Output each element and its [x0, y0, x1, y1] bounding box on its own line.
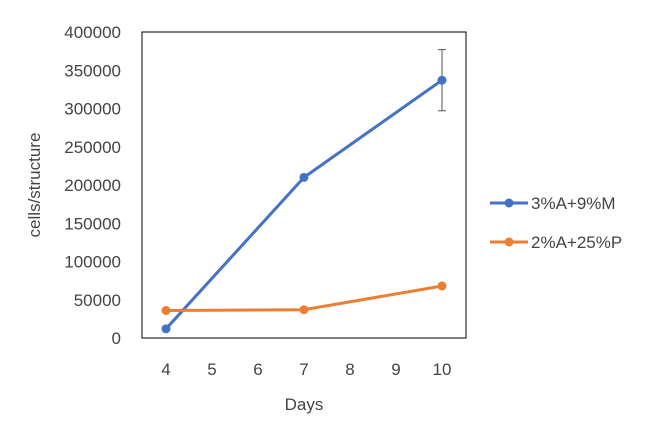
series-1 — [161, 49, 447, 334]
plot-area-frame — [141, 31, 467, 339]
data-point — [299, 305, 309, 315]
y-tick-label: 400000 — [64, 23, 121, 42]
y-tick-label: 50000 — [74, 291, 121, 310]
x-tick-label: 4 — [161, 360, 170, 379]
y-axis-title: cells/structure — [25, 133, 44, 238]
data-point — [437, 75, 447, 85]
legend-item: 2%A+25%P — [490, 233, 622, 252]
y-axis-ticks: 0 50000 100000 150000 200000 250000 300000 3500… — [64, 23, 121, 348]
y-tick-label: 0 — [112, 329, 121, 348]
series-line — [164, 78, 444, 331]
x-tick-label: 10 — [433, 360, 452, 379]
legend-label: 2%A+25%P — [531, 233, 622, 252]
x-axis-ticks: 4 5 6 7 8 9 10 — [161, 360, 451, 379]
data-point — [161, 305, 171, 315]
y-tick-label: 300000 — [64, 100, 121, 119]
y-tick-label: 250000 — [64, 138, 121, 157]
data-point — [299, 172, 309, 182]
x-tick-label: 9 — [391, 360, 400, 379]
y-tick-label: 100000 — [64, 253, 121, 272]
x-tick-label: 6 — [253, 360, 262, 379]
data-point — [161, 324, 171, 334]
series-layer — [161, 49, 447, 334]
y-tick-label: 200000 — [64, 176, 121, 195]
x-axis-title: Days — [285, 395, 324, 414]
legend-label: 3%A+9%M — [531, 194, 616, 213]
data-point — [437, 281, 447, 291]
y-tick-label: 350000 — [64, 61, 121, 80]
y-tick-label: 150000 — [64, 214, 121, 233]
x-tick-label: 5 — [207, 360, 216, 379]
x-tick-label: 8 — [345, 360, 354, 379]
x-tick-label: 7 — [299, 360, 308, 379]
legend-item: 3%A+9%M — [490, 194, 616, 213]
series-2 — [161, 281, 447, 315]
legend-marker — [504, 237, 514, 247]
legend-marker — [504, 198, 514, 208]
legend: 3%A+9%M 2%A+25%P — [490, 194, 622, 252]
